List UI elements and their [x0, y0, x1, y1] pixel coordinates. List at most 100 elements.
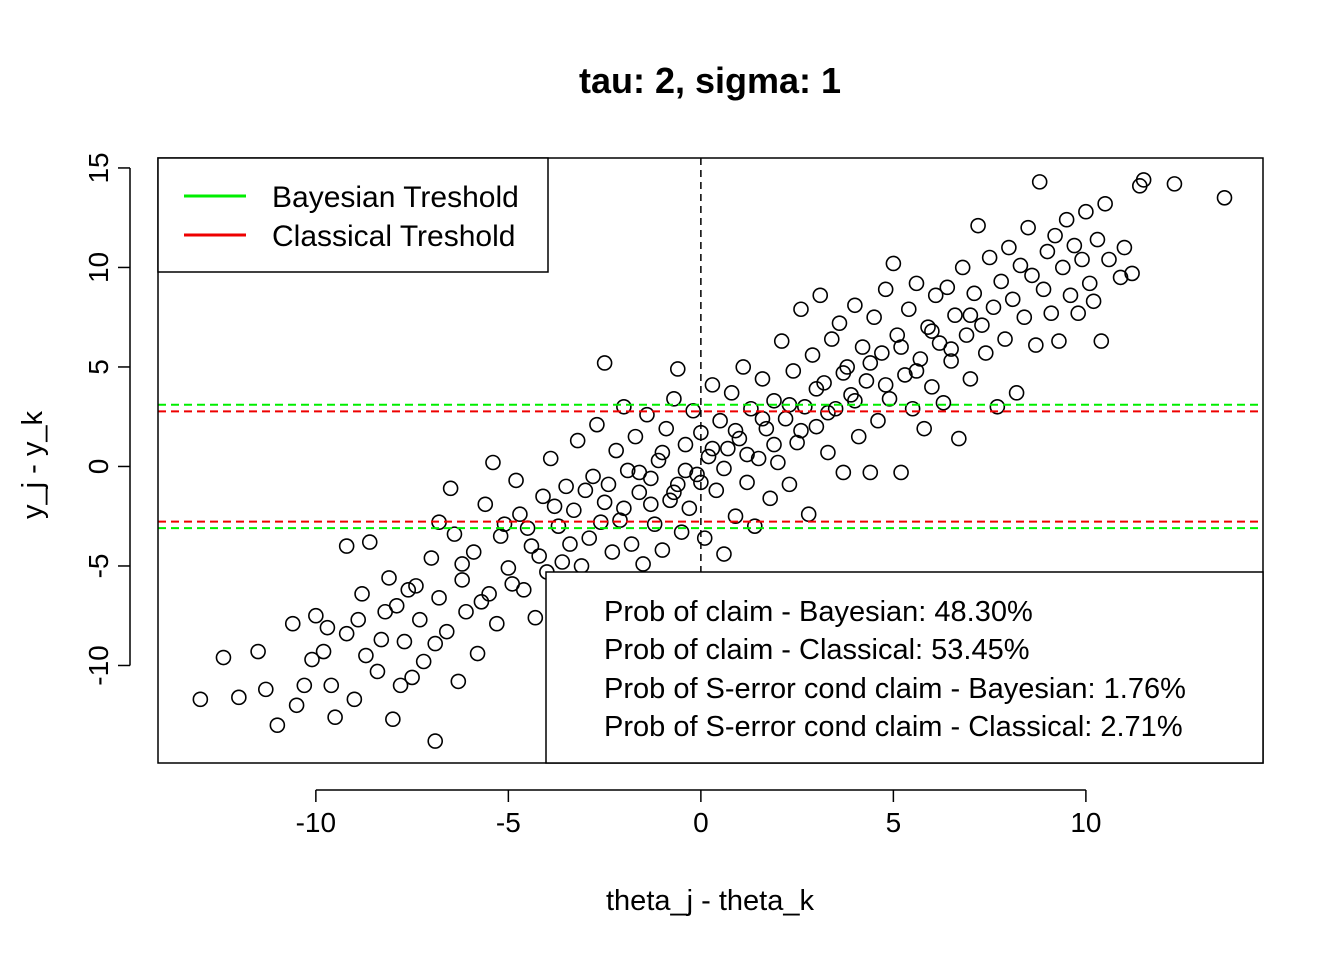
data-point — [1135, 172, 1152, 188]
data-point — [546, 498, 563, 515]
data-point — [877, 377, 894, 393]
data-point — [1058, 211, 1075, 228]
data-point — [442, 480, 459, 497]
data-point — [577, 482, 594, 499]
data-point — [512, 506, 528, 523]
data-point — [700, 448, 717, 465]
data-point — [535, 488, 551, 505]
data-point — [566, 502, 582, 519]
data-point — [1001, 239, 1017, 256]
x-tick-label: 5 — [886, 807, 902, 838]
y-axis-label: y_j - y_k — [17, 411, 49, 519]
data-point — [704, 377, 721, 393]
data-point — [1097, 195, 1113, 212]
data-point — [970, 217, 986, 234]
data-point — [693, 424, 709, 441]
data-point — [1054, 259, 1071, 276]
data-point — [908, 275, 925, 292]
data-point — [989, 398, 1006, 415]
data-point — [585, 468, 601, 485]
data-point — [847, 392, 863, 409]
data-point — [1043, 305, 1060, 322]
data-point — [608, 442, 624, 459]
data-point — [770, 454, 786, 471]
data-point — [323, 677, 340, 694]
data-point — [527, 609, 544, 626]
data-point — [766, 436, 782, 453]
legend-label-classical: Classical Treshold — [272, 220, 515, 253]
data-point — [993, 273, 1009, 290]
data-point — [1039, 243, 1056, 260]
data-point — [496, 516, 513, 532]
data-point — [1028, 337, 1044, 353]
data-point — [465, 544, 482, 560]
data-point — [808, 418, 825, 435]
data-point — [1051, 333, 1067, 349]
data-point — [716, 460, 732, 477]
data-point — [589, 416, 605, 433]
data-point — [327, 709, 343, 726]
data-point — [731, 430, 748, 447]
data-point — [604, 544, 621, 560]
data-point — [477, 496, 494, 513]
x-tick-label: 10 — [1070, 807, 1101, 838]
data-point — [400, 582, 417, 598]
data-point — [997, 331, 1013, 347]
data-point — [793, 301, 809, 318]
data-point — [908, 363, 925, 379]
data-point — [396, 633, 413, 650]
data-point — [616, 500, 632, 517]
data-point — [1031, 174, 1048, 190]
data-point — [693, 474, 709, 491]
data-point — [773, 333, 790, 349]
data-point — [723, 385, 740, 401]
data-point — [696, 530, 713, 546]
data-point — [269, 717, 286, 733]
data-point — [716, 546, 732, 562]
data-point — [1047, 227, 1063, 244]
data-point — [454, 572, 470, 588]
data-point — [485, 454, 501, 471]
data-point — [619, 462, 636, 479]
data-point — [1081, 275, 1098, 292]
data-point — [1078, 203, 1094, 220]
data-point — [754, 371, 771, 387]
data-point — [669, 476, 686, 493]
data-point — [639, 406, 655, 423]
y-tick-label: 10 — [83, 252, 114, 283]
data-point — [1089, 231, 1106, 248]
data-point — [635, 556, 651, 572]
data-point — [708, 482, 725, 499]
data-point — [373, 631, 390, 648]
data-point — [885, 255, 902, 272]
data-point — [412, 611, 428, 628]
data-point — [361, 534, 378, 550]
data-point — [827, 400, 844, 417]
data-point — [438, 623, 455, 640]
data-point — [1074, 251, 1090, 268]
data-point — [304, 651, 320, 668]
data-point — [820, 444, 836, 461]
data-point — [977, 345, 994, 361]
data-point — [1008, 385, 1025, 401]
data-point — [581, 530, 598, 546]
data-point — [338, 625, 355, 642]
data-point — [766, 392, 782, 409]
chart-title: tau: 2, sigma: 1 — [579, 60, 841, 101]
data-point — [338, 538, 355, 554]
data-point — [1124, 265, 1140, 282]
legend-box — [157, 157, 549, 273]
data-point — [939, 279, 956, 296]
data-point — [739, 446, 755, 463]
data-point — [288, 697, 305, 714]
data-point — [800, 506, 817, 523]
data-point — [554, 554, 571, 570]
data-point — [850, 428, 867, 445]
data-point — [689, 466, 705, 483]
data-point — [1016, 309, 1033, 326]
data-point — [1024, 267, 1040, 284]
data-point — [981, 249, 998, 266]
data-point — [758, 420, 775, 437]
data-point — [666, 484, 682, 501]
